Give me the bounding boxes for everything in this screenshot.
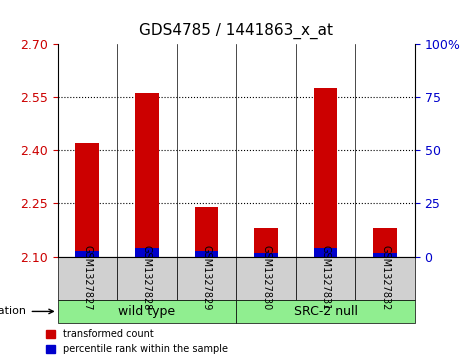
Text: genotype/variation: genotype/variation	[0, 306, 53, 317]
Bar	[76, 251, 99, 257]
Bar	[254, 228, 278, 257]
Bar	[76, 143, 99, 257]
Text: GSM1327830: GSM1327830	[261, 245, 271, 310]
Text: GSM1327831: GSM1327831	[320, 245, 331, 310]
Title: GDS4785 / 1441863_x_at: GDS4785 / 1441863_x_at	[139, 23, 333, 40]
FancyBboxPatch shape	[58, 257, 117, 300]
FancyBboxPatch shape	[236, 257, 296, 300]
Bar	[135, 93, 159, 257]
Bar	[373, 253, 397, 257]
FancyBboxPatch shape	[296, 257, 355, 300]
Text: GSM1327829: GSM1327829	[201, 245, 212, 310]
Bar	[195, 207, 219, 257]
Text: GSM1327832: GSM1327832	[380, 245, 390, 310]
Legend: transformed count, percentile rank within the sample: transformed count, percentile rank withi…	[42, 326, 232, 358]
Bar	[313, 248, 337, 257]
Bar	[313, 88, 337, 257]
FancyBboxPatch shape	[355, 257, 415, 300]
FancyBboxPatch shape	[58, 300, 236, 323]
FancyBboxPatch shape	[177, 257, 236, 300]
FancyBboxPatch shape	[236, 300, 415, 323]
Text: SRC-2 null: SRC-2 null	[294, 305, 358, 318]
Bar	[373, 228, 397, 257]
Bar	[195, 251, 219, 257]
FancyBboxPatch shape	[117, 257, 177, 300]
Bar	[254, 253, 278, 257]
Text: wild type: wild type	[118, 305, 176, 318]
Text: GSM1327828: GSM1327828	[142, 245, 152, 310]
Text: GSM1327827: GSM1327827	[83, 245, 92, 311]
Bar	[135, 248, 159, 257]
